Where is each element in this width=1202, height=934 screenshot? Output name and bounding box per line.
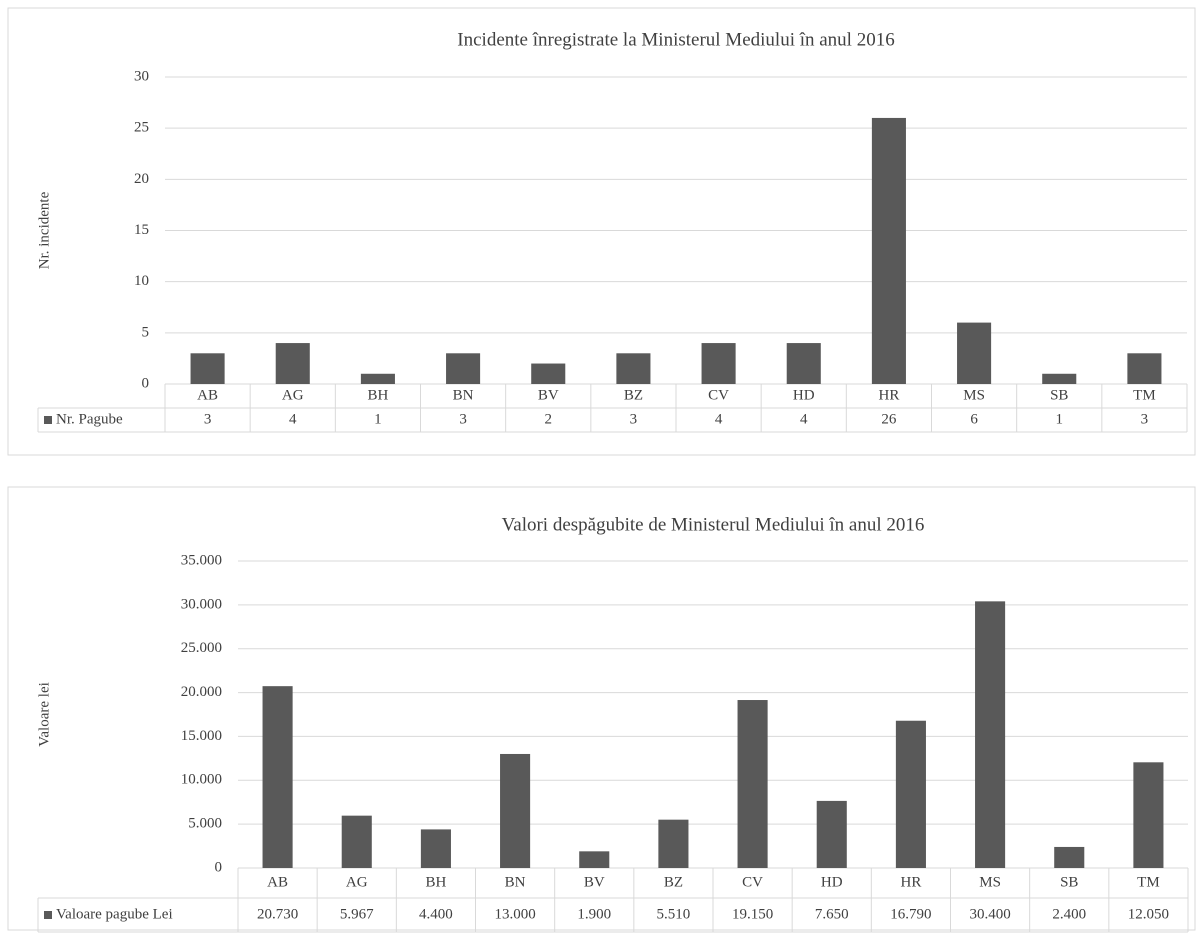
y-tick-label: 5 xyxy=(142,324,150,340)
x-tick-label: HD xyxy=(793,387,815,403)
y-tick-label: 30.000 xyxy=(181,596,222,612)
bar xyxy=(262,686,293,868)
y-tick-label: 15 xyxy=(134,222,149,238)
table-value: 1.900 xyxy=(577,906,611,922)
x-tick-label: MS xyxy=(963,387,985,403)
y-tick-label: 10 xyxy=(134,273,149,289)
bar xyxy=(957,322,992,384)
y-tick-label: 25.000 xyxy=(181,640,222,656)
bar xyxy=(341,815,372,868)
table-value: 19.150 xyxy=(732,906,773,922)
bar xyxy=(1042,373,1077,384)
x-tick-label: BZ xyxy=(664,874,683,890)
y-tick-label: 30 xyxy=(134,68,149,84)
bar xyxy=(1127,353,1162,384)
chart-title: Incidente înregistrate la Ministerul Med… xyxy=(457,29,894,50)
table-value: 3 xyxy=(1141,411,1149,427)
x-tick-label: AG xyxy=(282,387,304,403)
table-value: 4 xyxy=(289,411,297,427)
bar xyxy=(190,353,225,384)
y-tick-label: 15.000 xyxy=(181,728,222,744)
x-tick-label: HR xyxy=(900,874,921,890)
legend-key xyxy=(44,416,52,424)
bar xyxy=(871,117,906,384)
bar xyxy=(975,601,1006,868)
table-value: 3 xyxy=(630,411,638,427)
bar xyxy=(1133,762,1164,868)
x-tick-label: CV xyxy=(708,387,729,403)
bar xyxy=(816,800,847,868)
x-tick-label: CV xyxy=(742,874,763,890)
x-tick-label: SB xyxy=(1060,874,1078,890)
table-value: 6 xyxy=(970,411,978,427)
table-value: 2 xyxy=(545,411,553,427)
table-value: 30.400 xyxy=(969,906,1010,922)
y-tick-label: 0 xyxy=(215,859,223,875)
table-value: 5.510 xyxy=(657,906,691,922)
table-value: 26 xyxy=(881,411,897,427)
chart-title: Valori despăgubite de Ministerul Mediulu… xyxy=(502,514,925,535)
y-tick-label: 35.000 xyxy=(181,552,222,568)
x-tick-label: BV xyxy=(538,387,559,403)
x-tick-label: BN xyxy=(453,387,474,403)
bar xyxy=(531,363,566,384)
table-value: 20.730 xyxy=(257,906,298,922)
x-tick-label: BH xyxy=(367,387,388,403)
table-value: 7.650 xyxy=(815,906,849,922)
table-value: 16.790 xyxy=(890,906,931,922)
y-axis-label: Valoare lei xyxy=(36,682,52,747)
table-value: 3 xyxy=(204,411,212,427)
x-tick-label: HD xyxy=(821,874,843,890)
y-tick-label: 0 xyxy=(142,375,150,391)
bar xyxy=(579,851,610,868)
x-tick-label: TM xyxy=(1133,387,1156,403)
x-tick-label: BN xyxy=(505,874,526,890)
bar xyxy=(1054,846,1085,868)
bar xyxy=(737,700,768,868)
table-value: 12.050 xyxy=(1128,906,1169,922)
bar xyxy=(420,829,451,868)
bar xyxy=(446,353,481,384)
bar xyxy=(360,373,395,384)
table-value: 1 xyxy=(1056,411,1064,427)
y-tick-label: 10.000 xyxy=(181,772,222,788)
bar xyxy=(786,343,821,384)
y-tick-label: 20 xyxy=(134,171,149,187)
x-tick-label: TM xyxy=(1137,874,1160,890)
bar xyxy=(895,720,926,868)
x-tick-label: HR xyxy=(878,387,899,403)
chart-frame xyxy=(7,7,1196,456)
y-axis-label: Nr. incidente xyxy=(36,191,52,269)
x-tick-label: AB xyxy=(267,874,288,890)
bar xyxy=(658,819,689,868)
bar xyxy=(616,353,651,384)
chart-frame xyxy=(7,486,1196,931)
table-value: 4 xyxy=(800,411,808,427)
table-value: 1 xyxy=(374,411,382,427)
x-tick-label: AG xyxy=(346,874,368,890)
table-value: 2.400 xyxy=(1052,906,1086,922)
table-value: 4 xyxy=(715,411,723,427)
legend-label: Nr. Pagube xyxy=(56,411,123,427)
legend-key xyxy=(44,911,52,919)
table-value: 13.000 xyxy=(494,906,535,922)
table-value: 4.400 xyxy=(419,906,453,922)
x-tick-label: BH xyxy=(425,874,446,890)
x-tick-label: BV xyxy=(584,874,605,890)
x-tick-label: AB xyxy=(197,387,218,403)
bar xyxy=(275,343,310,384)
bar xyxy=(500,753,531,868)
bar xyxy=(701,343,736,384)
x-tick-label: MS xyxy=(979,874,1001,890)
x-tick-label: SB xyxy=(1050,387,1068,403)
x-tick-label: BZ xyxy=(624,387,643,403)
table-value: 5.967 xyxy=(340,906,374,922)
legend-label: Valoare pagube Lei xyxy=(56,906,173,922)
y-tick-label: 5.000 xyxy=(188,816,222,832)
table-value: 3 xyxy=(459,411,467,427)
y-tick-label: 25 xyxy=(134,120,149,136)
y-tick-label: 20.000 xyxy=(181,684,222,700)
